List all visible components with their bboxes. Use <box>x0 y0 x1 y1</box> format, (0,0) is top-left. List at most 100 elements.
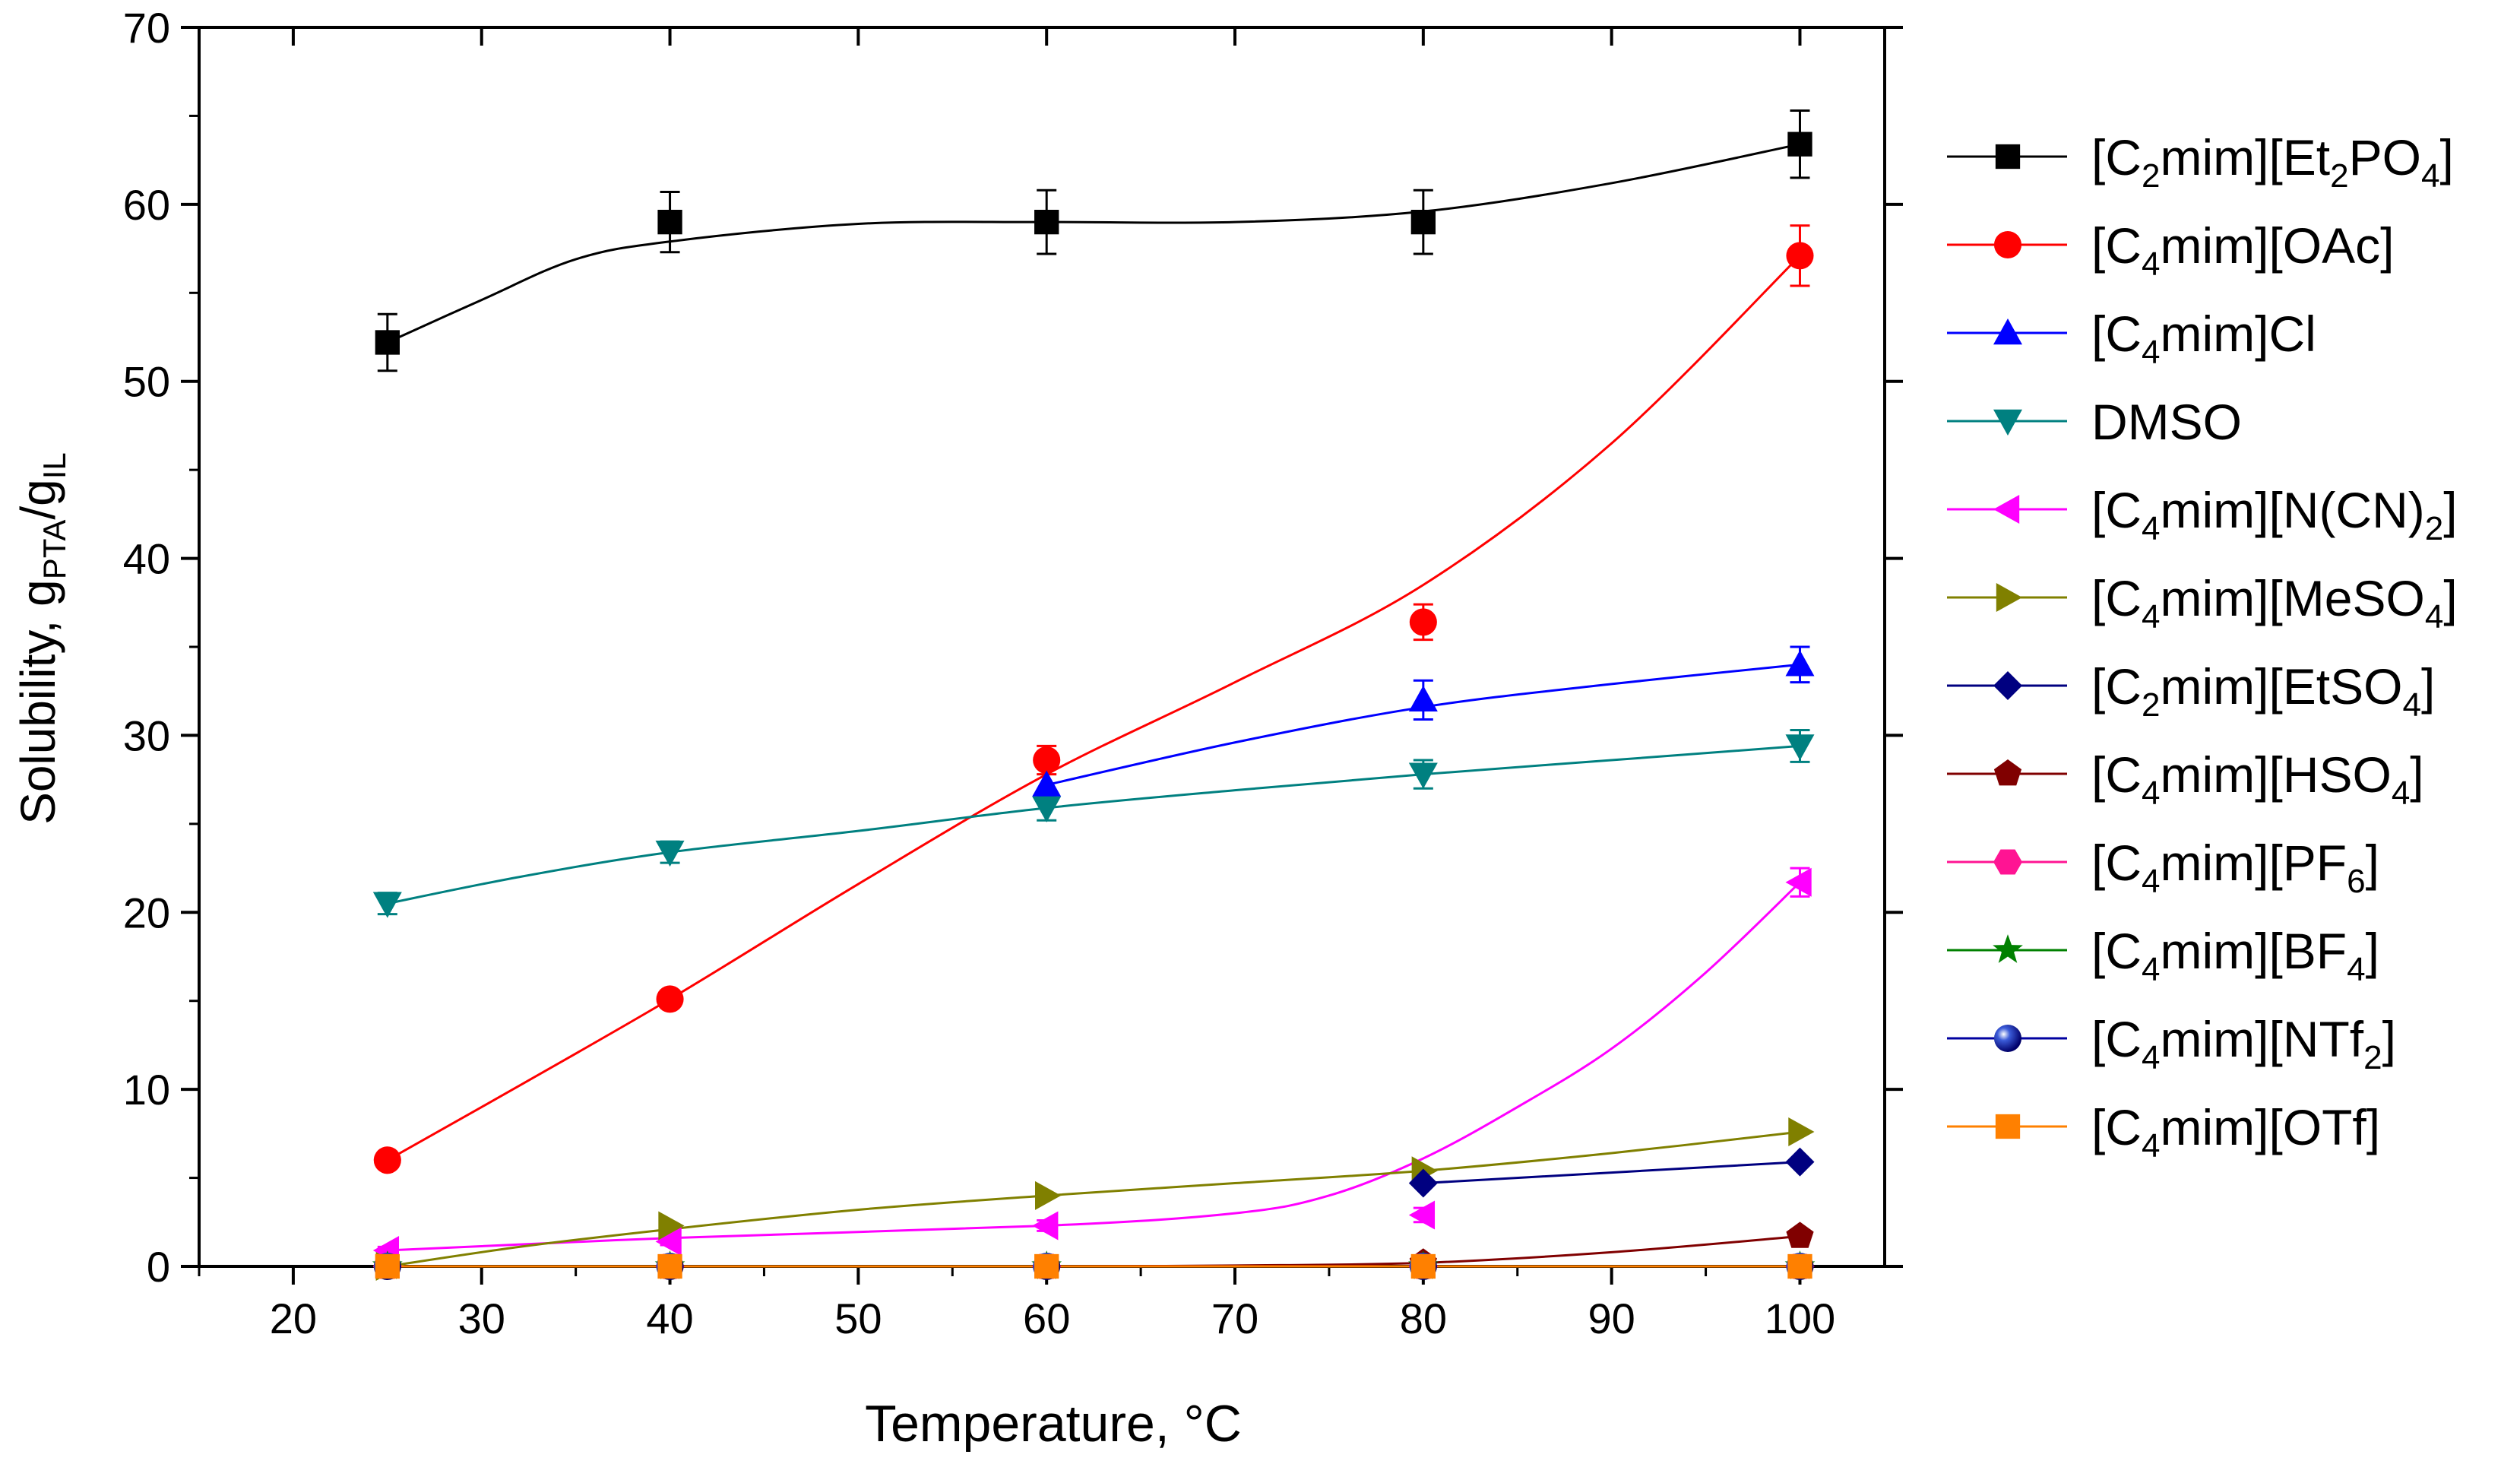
legend-label: [C4mim][BF4] <box>2091 923 2379 988</box>
series-1-curve <box>387 255 1801 1161</box>
series-4-curve <box>387 881 1801 1252</box>
legend-label-part: mim][OAc] <box>2160 217 2394 274</box>
legend-label-part: mim][NTf <box>2160 1011 2363 1067</box>
series-2-point <box>1408 685 1438 712</box>
x-tick-label: 30 <box>458 1294 505 1342</box>
y-tick-label: 0 <box>147 1243 170 1291</box>
series-0-point <box>375 330 400 355</box>
series-11-point <box>1787 1253 1812 1279</box>
y-axis-title-sep: /g <box>11 479 65 519</box>
legend-label: [C4mim][MeSO4] <box>2091 570 2458 635</box>
legend-label-part: [C <box>2091 658 2142 715</box>
legend-marker <box>1996 583 2022 612</box>
x-tick-label: 20 <box>270 1294 317 1342</box>
legend-label-part: [C <box>2091 923 2142 979</box>
series-4-point <box>655 1227 682 1256</box>
legend-label-part: 6 <box>2347 863 2365 900</box>
legend-label: [C4mim][PF6] <box>2091 835 2379 900</box>
series-3-curve <box>387 744 1800 905</box>
legend-label-part: PO <box>2349 129 2421 185</box>
series-6-curve <box>1423 1161 1800 1185</box>
legend-label-part: mim][MeSO <box>2160 570 2424 626</box>
series-0-point <box>1410 209 1436 235</box>
series-6-point <box>1408 1168 1438 1198</box>
legend-label: [C4mim][OTf] <box>2091 1099 2380 1165</box>
legend-label-part: 2 <box>2363 1039 2382 1076</box>
legend-label-part: 4 <box>2421 157 2439 195</box>
legend-label-part: [C <box>2091 746 2142 803</box>
legend-label-part: 4 <box>2142 775 2160 812</box>
series-1-point <box>656 985 684 1013</box>
legend-marker <box>1993 495 2020 524</box>
x-tick-label: 50 <box>834 1294 882 1342</box>
legend-label-part: [C <box>2091 306 2142 362</box>
legend-label-part: mim][BF <box>2160 923 2347 979</box>
series-0-curve <box>387 143 1800 344</box>
legend-label: [C4mim][N(CN)2] <box>2091 482 2458 547</box>
legend-label-part: [C <box>2091 570 2142 626</box>
legend-label-part: [C <box>2091 835 2142 891</box>
legend-label: [C2mim][Et2PO4] <box>2091 129 2454 195</box>
legend-label-part: ] <box>2366 923 2379 979</box>
series-4-point <box>1032 1211 1059 1241</box>
legend-label-part: 4 <box>2142 1127 2160 1165</box>
x-axis-title-unit: °C <box>1184 1395 1242 1453</box>
series-1-point <box>1409 608 1437 636</box>
x-tick-label: 90 <box>1588 1294 1635 1342</box>
legend-label: [C2mim][EtSO4] <box>2091 658 2435 724</box>
legend-label-part: 2 <box>2142 157 2160 195</box>
series-5-point <box>1788 1117 1815 1147</box>
legend-label-part: 4 <box>2142 334 2160 371</box>
x-tick-label: 80 <box>1400 1294 1447 1342</box>
legend-label-part: DMSO <box>2091 394 2242 450</box>
legend-marker <box>1993 934 2023 963</box>
y-tick-label: 30 <box>123 711 170 759</box>
legend-label-part: ] <box>2382 1011 2396 1067</box>
x-axis-title-text: Temperature, <box>865 1395 1184 1453</box>
legend-label-part: [C <box>2091 1011 2142 1067</box>
legend-label-part: mim]Cl <box>2160 306 2316 362</box>
series-7-point <box>1786 1222 1814 1248</box>
legend-label-part: 4 <box>2347 951 2365 988</box>
legend-marker <box>1993 318 2022 345</box>
legend-marker <box>1995 1114 2021 1139</box>
series-6-point <box>1785 1147 1815 1177</box>
y-tick-label: 50 <box>123 358 170 406</box>
series-11-point <box>375 1253 400 1279</box>
series-5-curve <box>387 1130 1800 1268</box>
legend-label-part: 4 <box>2403 686 2421 724</box>
legend-label-part: 2 <box>2330 157 2348 195</box>
series-11-point <box>657 1253 682 1279</box>
series-1-point <box>1786 242 1814 270</box>
series-0-point <box>1034 209 1059 235</box>
legend-label-part: ] <box>2410 746 2423 803</box>
series-4-point <box>1408 1200 1436 1230</box>
legend: [C2mim][Et2PO4][C4mim][OAc][C4mim]ClDMSO… <box>1947 129 2458 1165</box>
legend-label: [C4mim][OAc] <box>2091 217 2394 283</box>
y-axis-title-sub2: IL <box>36 452 72 479</box>
series-5-point <box>1034 1180 1062 1210</box>
series-3-point <box>1785 734 1815 761</box>
y-axis-title-sub1: PTA <box>36 520 72 580</box>
legend-label-part: 2 <box>2425 510 2443 547</box>
legend-label-part: ] <box>2443 482 2457 538</box>
series-3-point <box>1408 762 1438 789</box>
legend-label-part: ] <box>2443 570 2457 626</box>
legend-marker <box>1993 409 2022 436</box>
legend-label-part: ] <box>2439 129 2453 185</box>
legend-label-part: 2 <box>2142 686 2160 724</box>
legend-label-part: ] <box>2366 835 2379 891</box>
legend-label-part: 4 <box>2142 863 2160 900</box>
legend-marker <box>1993 849 2022 875</box>
legend-label-part: 4 <box>2142 1039 2160 1076</box>
legend-label-part: mim][OTf] <box>2160 1099 2380 1155</box>
x-tick-label: 100 <box>1765 1294 1835 1342</box>
legend-label-part: mim][N(CN) <box>2160 482 2424 538</box>
legend-label-part: 4 <box>2392 775 2410 812</box>
legend-marker <box>1993 1024 2022 1053</box>
legend-label-part: 4 <box>2142 951 2160 988</box>
series-11-point <box>1034 1253 1059 1279</box>
y-tick-label: 70 <box>123 4 170 52</box>
series-1-point <box>1033 746 1061 775</box>
